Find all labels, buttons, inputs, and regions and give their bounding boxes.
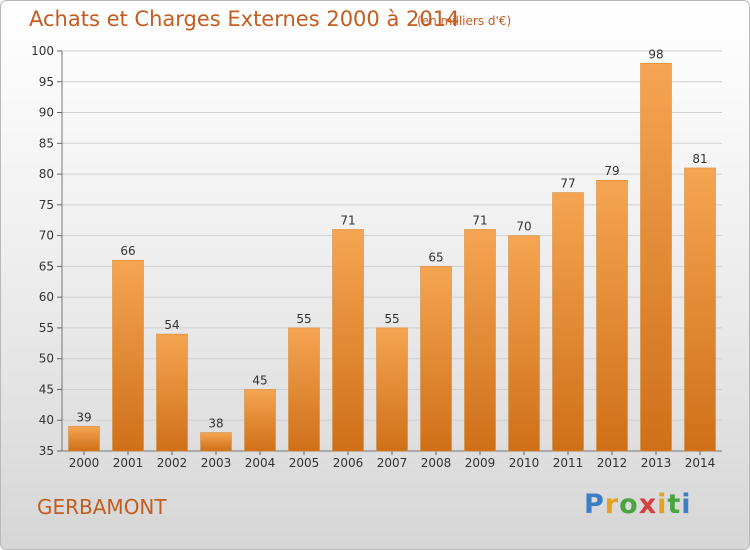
bars: [68, 63, 716, 452]
x-tick-label-2002: 2002: [157, 456, 188, 470]
bar-2002: [156, 333, 188, 452]
y-tick-label: 55: [39, 321, 54, 335]
chart-title: Achats et Charges Externes 2000 à 2014: [29, 7, 460, 31]
x-tick-label-2006: 2006: [333, 456, 364, 470]
x-tick-label-2013: 2013: [641, 456, 672, 470]
bar-2014: [684, 167, 716, 452]
bar-2004: [244, 389, 276, 452]
x-tick-label-2004: 2004: [245, 456, 276, 470]
data-label-2010: 70: [516, 220, 531, 234]
bar-2010: [508, 235, 540, 452]
x-tick-label-2011: 2011: [553, 456, 584, 470]
x-tick-label-2000: 2000: [69, 456, 100, 470]
y-tick-label: 70: [39, 229, 54, 243]
data-label-2009: 71: [472, 213, 487, 227]
x-tick-label-2012: 2012: [597, 456, 628, 470]
y-tick-label: 90: [39, 106, 54, 120]
x-tick-label-2014: 2014: [685, 456, 716, 470]
bar-2009: [464, 229, 496, 452]
data-label-2006: 71: [340, 213, 355, 227]
data-label-2001: 66: [120, 244, 135, 258]
bar-2005: [288, 327, 320, 452]
y-tick-label: 80: [39, 167, 54, 181]
data-label-2011: 77: [560, 177, 575, 191]
data-label-2012: 79: [604, 164, 619, 178]
proxiti-logo: Proxiti: [584, 489, 692, 520]
data-label-2004: 45: [252, 373, 267, 387]
y-tick-label: 65: [39, 259, 54, 273]
x-tick-label-2008: 2008: [421, 456, 452, 470]
bar-2011: [552, 192, 584, 452]
data-label-2005: 55: [296, 312, 311, 326]
bar-2012: [596, 179, 628, 452]
bar-2003: [200, 432, 232, 452]
data-label-2003: 38: [208, 417, 223, 431]
y-tick-label: 50: [39, 352, 54, 366]
data-label-2013: 98: [648, 47, 663, 61]
data-label-2007: 55: [384, 312, 399, 326]
bar-2007: [376, 327, 408, 452]
data-label-2000: 39: [76, 410, 91, 424]
x-tick-label-2003: 2003: [201, 456, 232, 470]
y-tick-label: 60: [39, 290, 54, 304]
labels: 35 40 45 50 55 60 65 70 75 80 85 90 95 100 39 2000 66 200…: [31, 44, 715, 470]
chart-unit: (en milliers d'€): [417, 14, 512, 28]
commune-name: GERBAMONT: [37, 495, 167, 519]
bar-2008: [420, 266, 452, 452]
x-tick-label-2009: 2009: [465, 456, 496, 470]
bar-2013: [640, 63, 672, 452]
bar-2001: [112, 259, 144, 452]
data-label-2002: 54: [164, 318, 179, 332]
y-tick-label: 40: [39, 413, 54, 427]
y-tick-label: 85: [39, 136, 54, 150]
y-tick-label: 75: [39, 198, 54, 212]
data-label-2008: 65: [428, 250, 443, 264]
data-label-2014: 81: [692, 152, 707, 166]
x-tick-label-2005: 2005: [289, 456, 320, 470]
y-tick-label: 100: [31, 44, 54, 58]
bar-2000: [68, 426, 100, 452]
y-tick-label: 35: [39, 444, 54, 458]
x-tick-label-2007: 2007: [377, 456, 408, 470]
x-tick-label-2001: 2001: [113, 456, 144, 470]
y-tick-label: 45: [39, 382, 54, 396]
x-tick-label-2010: 2010: [509, 456, 540, 470]
y-tick-label: 95: [39, 75, 54, 89]
bar-2006: [332, 229, 364, 452]
